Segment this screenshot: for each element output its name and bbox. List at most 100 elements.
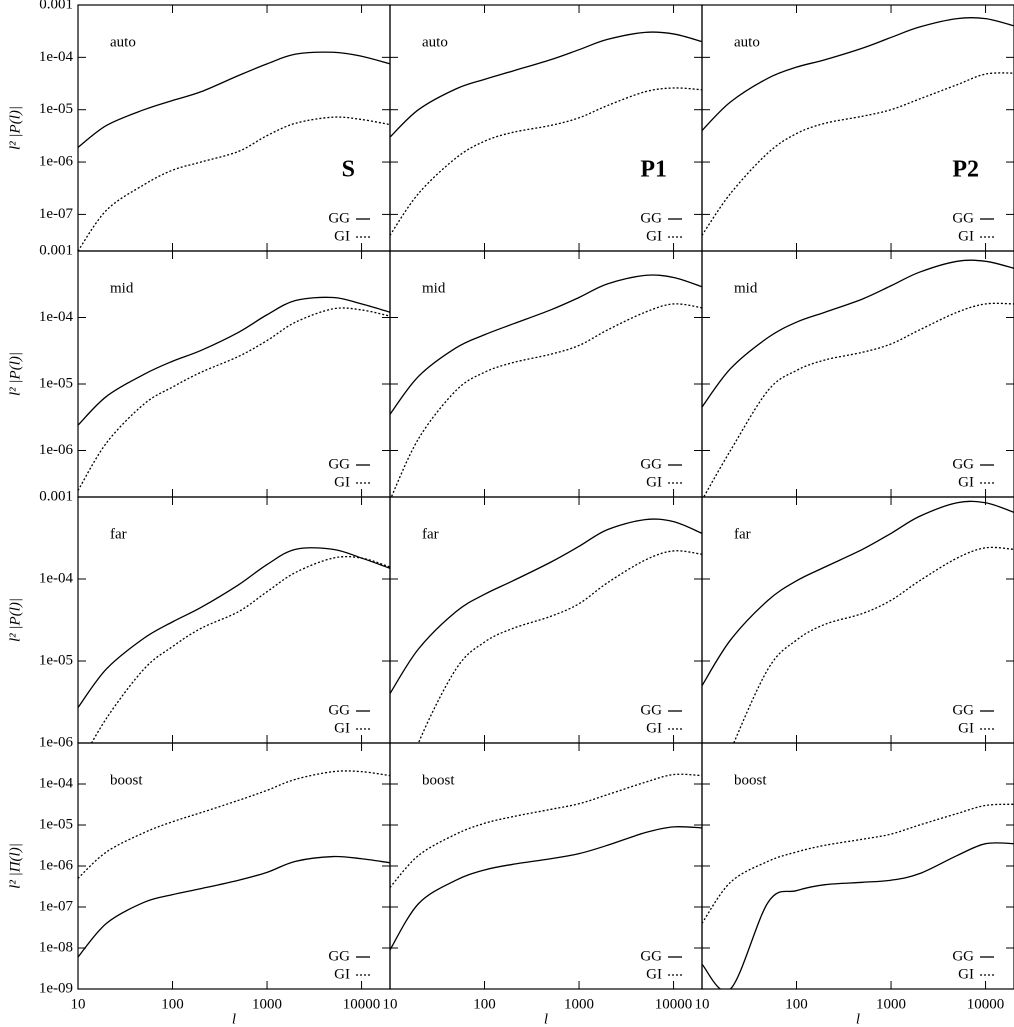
series-line — [78, 855, 390, 958]
x-tick-label: 10 — [383, 996, 398, 1012]
legend-label: GG — [952, 948, 974, 964]
panel-annotation: far — [422, 526, 439, 542]
x-tick-label: 100 — [473, 996, 496, 1012]
y-axis-label: l² |P(l)| — [7, 352, 23, 396]
legend-label: GI — [334, 228, 350, 244]
panel-annotation: boost — [734, 772, 767, 788]
legend-label: GI — [958, 966, 974, 982]
y-tick-label: 1e-04 — [39, 49, 74, 65]
panel-annotation: far — [734, 526, 751, 542]
series-line — [702, 500, 1014, 687]
panel-annotation: boost — [422, 772, 455, 788]
series-line — [702, 842, 1014, 989]
panel-annotation: auto — [422, 34, 448, 50]
x-tick-label: 1000 — [564, 996, 594, 1012]
x-tick-label: 10000 — [343, 996, 381, 1012]
x-tick-label: 10 — [695, 996, 710, 1012]
y-tick-label: 1e-08 — [39, 939, 73, 955]
panel: auto P2 GG GI — [701, 4, 1014, 252]
y-axis-label: l² |P(l)| — [7, 106, 23, 150]
series-line — [390, 274, 702, 415]
x-tick-label: 1000 — [252, 996, 282, 1012]
panel: boost GG GI — [389, 742, 703, 990]
y-tick-label: 1e-05 — [39, 652, 73, 668]
legend-label: GG — [640, 456, 662, 472]
series-line — [417, 550, 702, 743]
series-line — [702, 803, 1014, 924]
series-line — [390, 518, 702, 694]
panel: boost GG GI — [701, 742, 1014, 990]
y-tick-label: 1e-05 — [39, 101, 73, 117]
y-tick-label: 1e-06 — [39, 442, 74, 458]
y-tick-label: 0.001 — [39, 0, 73, 12]
panel: mid GG GI — [389, 250, 703, 498]
series-line — [390, 773, 702, 888]
legend-label: GI — [334, 720, 350, 736]
series-line — [390, 87, 702, 236]
x-tick-label: 10000 — [967, 996, 1005, 1012]
panel: boost GG GI — [77, 742, 391, 990]
x-tick-label: 10000 — [655, 996, 693, 1012]
legend-label: GG — [952, 210, 974, 226]
legend-label: GG — [328, 456, 350, 472]
y-tick-label: 0.001 — [39, 242, 73, 258]
legend-label: GG — [328, 210, 350, 226]
panel-annotation: boost — [110, 772, 143, 788]
x-axis-label: l — [856, 1011, 860, 1027]
y-tick-label: 1e-09 — [39, 980, 73, 996]
y-tick-label: 1e-06 — [39, 857, 74, 873]
panel-annotation: far — [110, 526, 127, 542]
y-tick-label: 1e-05 — [39, 375, 73, 391]
panel-annotation: mid — [422, 280, 446, 296]
series-line — [702, 302, 1014, 497]
panel: auto S GG GI — [77, 4, 391, 252]
x-tick-label: 1000 — [876, 996, 906, 1012]
y-tick-label: 0.001 — [39, 488, 73, 504]
legend-label: GG — [640, 948, 662, 964]
panel: mid GG GI — [701, 250, 1014, 498]
column-label: P2 — [952, 157, 979, 183]
x-axis-label: l — [544, 1011, 548, 1027]
series-line — [78, 51, 390, 148]
series-line — [390, 826, 702, 951]
column-label: P1 — [640, 157, 667, 183]
x-tick-label: 10 — [71, 996, 86, 1012]
y-tick-label: 1e-04 — [39, 570, 74, 586]
legend-label: GG — [952, 456, 974, 472]
x-tick-label: 100 — [785, 996, 808, 1012]
legend-label: GG — [952, 702, 974, 718]
panel: mid GG GI — [77, 250, 391, 498]
legend-label: GI — [958, 474, 974, 490]
legend-label: GI — [646, 228, 662, 244]
panel-annotation: auto — [734, 34, 760, 50]
legend-label: GI — [958, 228, 974, 244]
y-tick-label: 1e-04 — [39, 309, 74, 325]
y-tick-label: 1e-07 — [39, 206, 74, 222]
series-line — [78, 296, 390, 426]
y-tick-label: 1e-06 — [39, 153, 74, 169]
y-tick-label: 1e-04 — [39, 775, 74, 791]
legend-label: GI — [334, 474, 350, 490]
panel-annotation: mid — [110, 280, 134, 296]
y-tick-label: 1e-07 — [39, 898, 74, 914]
legend-label: GG — [328, 948, 350, 964]
column-label: S — [342, 157, 355, 183]
legend-label: GI — [646, 720, 662, 736]
x-axis-label: l — [232, 1011, 236, 1027]
y-axis-label: l² |Π(l)| — [7, 843, 23, 889]
series-line — [390, 31, 702, 138]
y-axis-label: l² |P(l)| — [7, 598, 23, 642]
legend-label: GI — [646, 474, 662, 490]
x-tick-label: 100 — [161, 996, 184, 1012]
series-line — [733, 546, 1014, 743]
y-tick-label: 1e-05 — [39, 816, 73, 832]
legend-label: GI — [334, 966, 350, 982]
panel: far GG GI — [77, 496, 391, 744]
series-line — [78, 547, 390, 709]
series-line — [702, 259, 1014, 408]
panel-annotation: auto — [110, 34, 136, 50]
panel: auto P1 GG GI — [389, 4, 703, 252]
series-line — [702, 16, 1014, 131]
